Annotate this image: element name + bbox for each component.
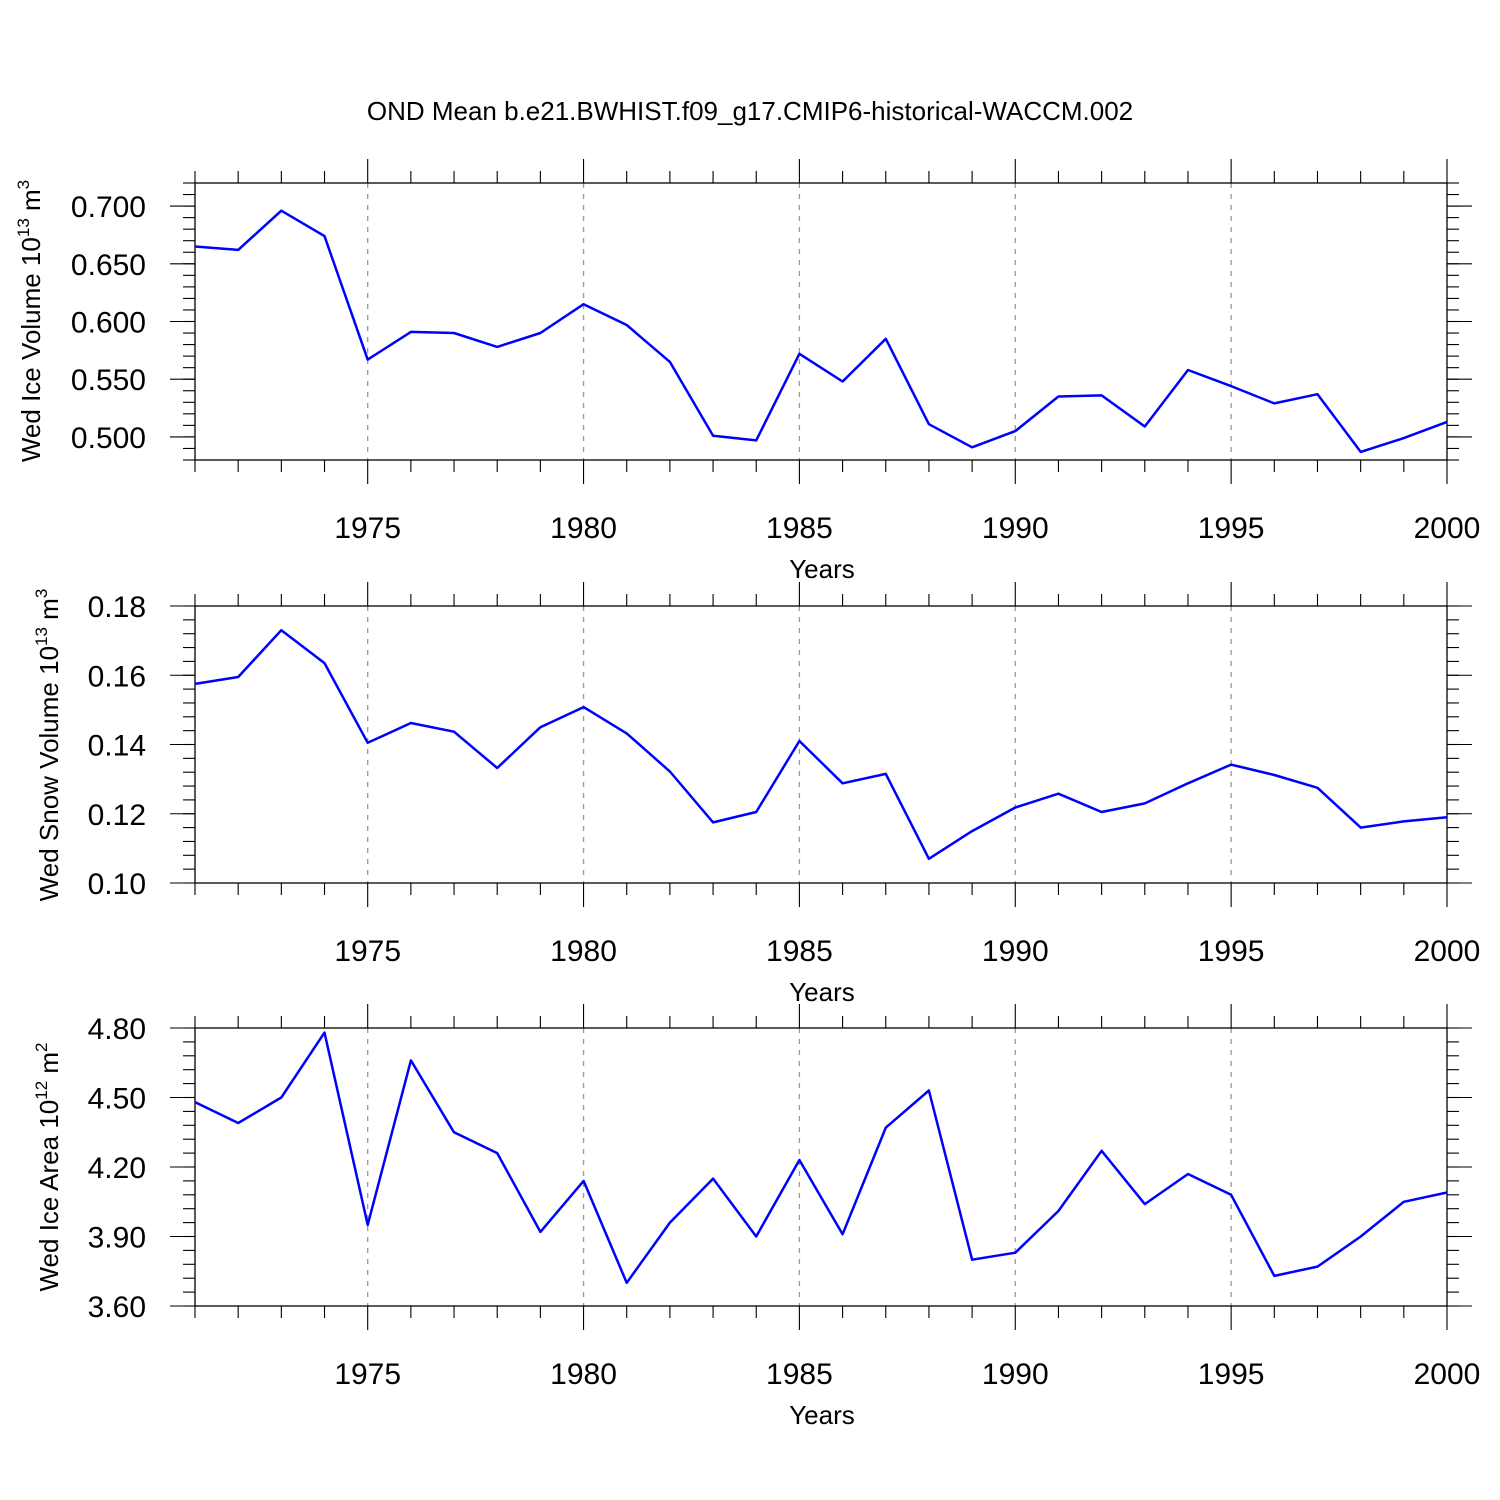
y-tick-label: 0.12 xyxy=(88,799,146,832)
chart-title: OND Mean b.e21.BWHIST.f09_g17.CMIP6-hist… xyxy=(367,96,1133,126)
x-tick-label: 1985 xyxy=(766,935,833,968)
x-tick-label: 1975 xyxy=(334,512,401,545)
y-tick-label: 3.60 xyxy=(88,1291,146,1324)
y-tick-label: 0.18 xyxy=(88,591,146,624)
x-axis-label: Years xyxy=(789,1400,855,1430)
y-tick-label: 0.500 xyxy=(71,422,146,455)
y-tick-label: 4.20 xyxy=(88,1152,146,1185)
y-axis-label: Wed Snow Volume 1013 m3 xyxy=(32,589,64,902)
y-axis-label: Wed Ice Area 1012 m2 xyxy=(32,1042,64,1291)
x-tick-label: 1990 xyxy=(982,1358,1049,1391)
x-tick-label: 1980 xyxy=(550,512,617,545)
y-tick-label: 0.10 xyxy=(88,868,146,901)
x-tick-label: 1995 xyxy=(1198,512,1265,545)
y-axis-label: Wed Ice Volume 1013 m3 xyxy=(14,180,46,462)
y-tick-label: 0.600 xyxy=(71,307,146,340)
x-tick-label: 1985 xyxy=(766,1358,833,1391)
y-tick-label: 0.16 xyxy=(88,660,146,693)
x-tick-label: 1980 xyxy=(550,1358,617,1391)
x-tick-label: 2000 xyxy=(1414,1358,1481,1391)
y-tick-label: 0.550 xyxy=(71,364,146,397)
y-tick-label: 0.650 xyxy=(71,249,146,282)
x-tick-label: 1990 xyxy=(982,935,1049,968)
x-tick-label: 1985 xyxy=(766,512,833,545)
plot-frame xyxy=(194,182,1448,461)
series-line xyxy=(194,1031,1448,1285)
y-tick-label: 0.14 xyxy=(88,730,146,763)
panel-snow-volume: Years Wed Snow Volume 1013 m3 1975 1980 19… xyxy=(32,582,1480,1007)
x-tick-label: 1995 xyxy=(1198,1358,1265,1391)
y-tick-label: 4.80 xyxy=(88,1013,146,1046)
series-line xyxy=(194,209,1448,454)
x-tick-label: 2000 xyxy=(1414,935,1481,968)
x-tick-label: 1975 xyxy=(334,935,401,968)
x-tick-label: 2000 xyxy=(1414,512,1481,545)
panel-ice-area: Years Wed Ice Area 1012 m2 1975 1980 1985 1… xyxy=(32,1004,1480,1430)
series-line xyxy=(194,628,1448,861)
x-axis-label: Years xyxy=(789,554,855,584)
x-axis-label: Years xyxy=(789,977,855,1007)
x-tick-label: 1975 xyxy=(334,1358,401,1391)
y-tick-label: 4.50 xyxy=(88,1083,146,1116)
plot-frame xyxy=(194,605,1448,884)
y-tick-label: 3.90 xyxy=(88,1222,146,1255)
y-tick-label: 0.700 xyxy=(71,191,146,224)
x-tick-label: 1990 xyxy=(982,512,1049,545)
x-tick-label: 1995 xyxy=(1198,935,1265,968)
x-tick-label: 1980 xyxy=(550,935,617,968)
panel-ice-volume: Years Wed Ice Volume 1013 m3 1975 1980 198… xyxy=(14,159,1480,584)
